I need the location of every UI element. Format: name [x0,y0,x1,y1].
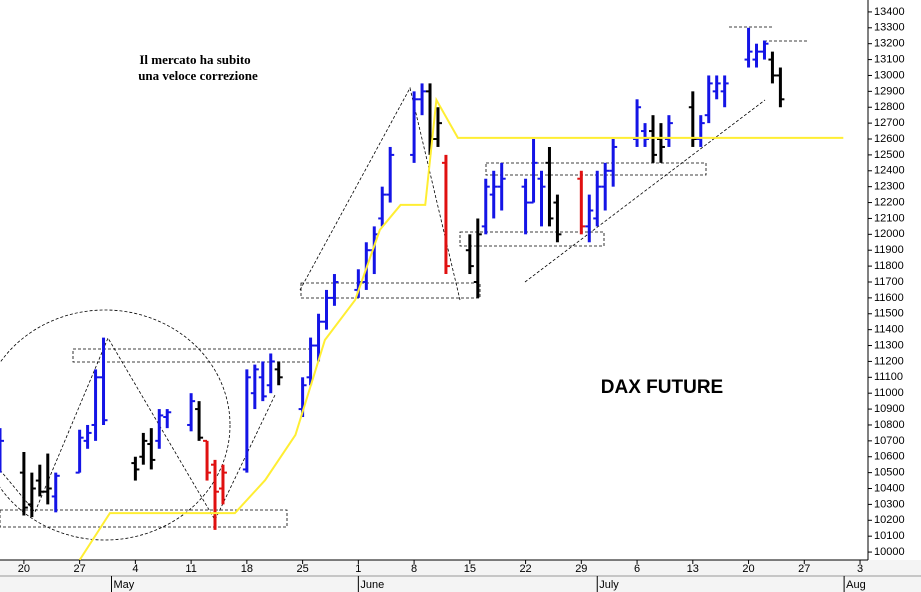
cycle-ellipse [0,309,231,541]
x-tick-label: 22 [519,563,531,575]
y-tick-label: 11900 [874,244,904,256]
y-tick-label: 12800 [874,101,905,113]
x-tick-label: 4 [132,563,138,575]
y-tick-label: 10200 [874,514,905,526]
resistance-box [72,348,311,363]
y-tick-label: 10400 [874,482,905,494]
y-tick-label: 12400 [874,165,905,177]
y-tick-label: 10000 [874,546,905,558]
y-tick-label: 11200 [874,355,904,367]
x-tick-label: 20 [18,563,30,575]
y-tick-label: 10600 [874,451,905,463]
y-tick-label: 13100 [874,53,905,65]
y-tick-label: 10100 [874,530,905,542]
x-tick-label: 20 [742,563,754,575]
x-tick-label: 29 [575,563,587,575]
annotation: una veloce correzione [138,68,258,83]
month-label: May [113,579,134,591]
y-tick-label: 12700 [874,117,905,129]
swing-line [299,86,461,301]
y-tick-label: 12300 [874,181,905,193]
y-tick-label: 12900 [874,85,905,97]
y-tick-label: 13400 [874,6,905,18]
y-tick-label: 10800 [874,419,905,431]
y-tick-label: 11500 [874,308,904,320]
x-tick-label: 27 [798,563,810,575]
y-tick-label: 12100 [874,212,905,224]
month-label: July [599,579,619,591]
y-tick-label: 13200 [874,38,905,50]
y-tick-label: 13300 [874,22,905,34]
x-tick-label: 18 [241,563,253,575]
x-tick-label: 11 [185,563,196,575]
month-label: Aug [846,579,866,591]
x-tick-label: 6 [634,563,640,575]
y-tick-label: 10900 [874,403,905,415]
support-box [0,509,288,528]
y-tick-label: 12500 [874,149,905,161]
y-tick-label: 10500 [874,467,905,479]
x-tick-label: 15 [464,563,476,575]
x-tick-label: 3 [857,563,863,575]
y-tick-label: 11800 [874,260,904,272]
y-tick-label: 12000 [874,228,905,240]
trend-line [524,99,766,283]
support-box [459,231,605,247]
y-tick-label: 10700 [874,435,905,447]
y-tick-label: 11300 [874,339,904,351]
y-tick-label: 11700 [874,276,904,288]
chart-title: DAX FUTURE [601,377,723,398]
x-tick-label: 27 [74,563,86,575]
y-tick-label: 11400 [874,324,904,336]
y-tick-label: 11000 [874,387,904,399]
support-box [300,282,481,299]
y-tick-label: 10300 [874,498,905,510]
x-tick-label: 1 [355,563,361,575]
x-tick-label: 8 [411,563,417,575]
y-tick-label: 12200 [874,196,905,208]
annotation: Il mercato ha subito [139,52,250,67]
y-tick-label: 12600 [874,133,905,145]
x-tick-label: 13 [687,563,699,575]
trailing-line [78,96,844,560]
drawing-annotations [0,26,808,541]
y-tick-label: 11600 [874,292,904,304]
x-tick-label: 25 [296,563,308,575]
y-tick-label: 13000 [874,69,905,81]
month-label: June [360,579,384,591]
y-tick-label: 11100 [874,371,903,383]
